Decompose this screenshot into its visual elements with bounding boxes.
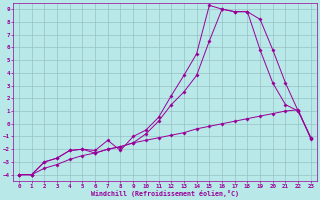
X-axis label: Windchill (Refroidissement éolien,°C): Windchill (Refroidissement éolien,°C)	[91, 190, 239, 197]
